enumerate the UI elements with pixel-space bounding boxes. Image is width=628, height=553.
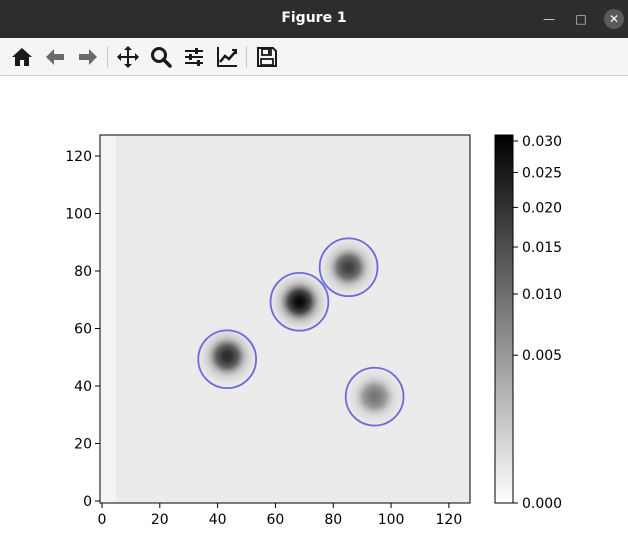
x-tick-label: 80: [324, 512, 342, 528]
colorbar-tick-label: 0.015: [522, 240, 562, 256]
title-bar: Figure 1 — □ ✕: [0, 0, 628, 38]
detection-circle: [318, 237, 379, 298]
y-tick-label: 40: [74, 379, 92, 395]
forward-arrow-icon[interactable]: [76, 45, 100, 69]
colorbar-tick-label: 0.005: [522, 348, 562, 364]
pan-icon[interactable]: [116, 45, 140, 69]
heatmap-peak: [342, 364, 407, 429]
y-tick-label: 0: [83, 494, 92, 510]
detection-circle: [197, 329, 257, 390]
x-tick-label: 100: [378, 512, 405, 528]
colorbar-tick-label: 0.030: [522, 134, 562, 150]
colorbar: 0.000 0.005 0.010 0.015 0.020 0.025 0.030: [494, 134, 562, 512]
figure-canvas[interactable]: 0 20 40 60 80 100 120 0 20 40 60 80 100 120 0.000 0.0…: [0, 76, 628, 553]
save-icon[interactable]: [255, 45, 279, 69]
x-tick-label: 20: [151, 512, 169, 528]
detection-circle: [269, 271, 330, 332]
y-tick-label: 60: [74, 322, 92, 338]
window-title: Figure 1: [281, 10, 347, 26]
configure-subplots-icon[interactable]: [182, 45, 206, 69]
y-tick-label: 20: [74, 437, 92, 453]
colorbar-tick-label: 0.025: [522, 166, 562, 182]
y-tick-label: 100: [65, 207, 92, 223]
x-tick-label: 40: [209, 512, 227, 528]
x-tick-label: 60: [267, 512, 285, 528]
close-icon[interactable]: ✕: [604, 9, 624, 29]
toolbar-separator: [246, 46, 247, 68]
heatmap-peak: [195, 324, 259, 389]
y-axis: 0 20 40 60 80 100 120: [65, 149, 100, 510]
x-tick-label: 0: [98, 512, 107, 528]
colorbar-tick-label: 0.020: [522, 200, 562, 216]
heatmap-peak: [316, 235, 381, 300]
y-tick-label: 80: [74, 264, 92, 280]
home-icon[interactable]: [10, 45, 34, 69]
y-tick-label: 120: [65, 149, 92, 165]
colorbar-gradient: [494, 134, 514, 504]
edit-axis-icon[interactable]: [215, 45, 239, 69]
detection-circle: [344, 366, 405, 427]
minimize-icon[interactable]: —: [543, 12, 555, 26]
heatmap-peak: [267, 269, 332, 334]
circle-overlays: [197, 237, 405, 427]
zoom-icon[interactable]: [149, 45, 173, 69]
colorbar-tick-label: 0.010: [522, 287, 562, 303]
maximize-icon[interactable]: □: [575, 12, 587, 26]
x-tick-label: 120: [436, 512, 463, 528]
axes-frame: [99, 134, 471, 504]
x-axis: 0 20 40 60 80 100 120: [98, 503, 463, 528]
back-arrow-icon[interactable]: [43, 45, 67, 69]
heatmap-edge: [100, 135, 116, 503]
colorbar-tick-label: 0.000: [522, 496, 562, 512]
heatmap-image: [100, 135, 470, 503]
toolbar: [0, 38, 628, 76]
toolbar-separator: [107, 46, 108, 68]
